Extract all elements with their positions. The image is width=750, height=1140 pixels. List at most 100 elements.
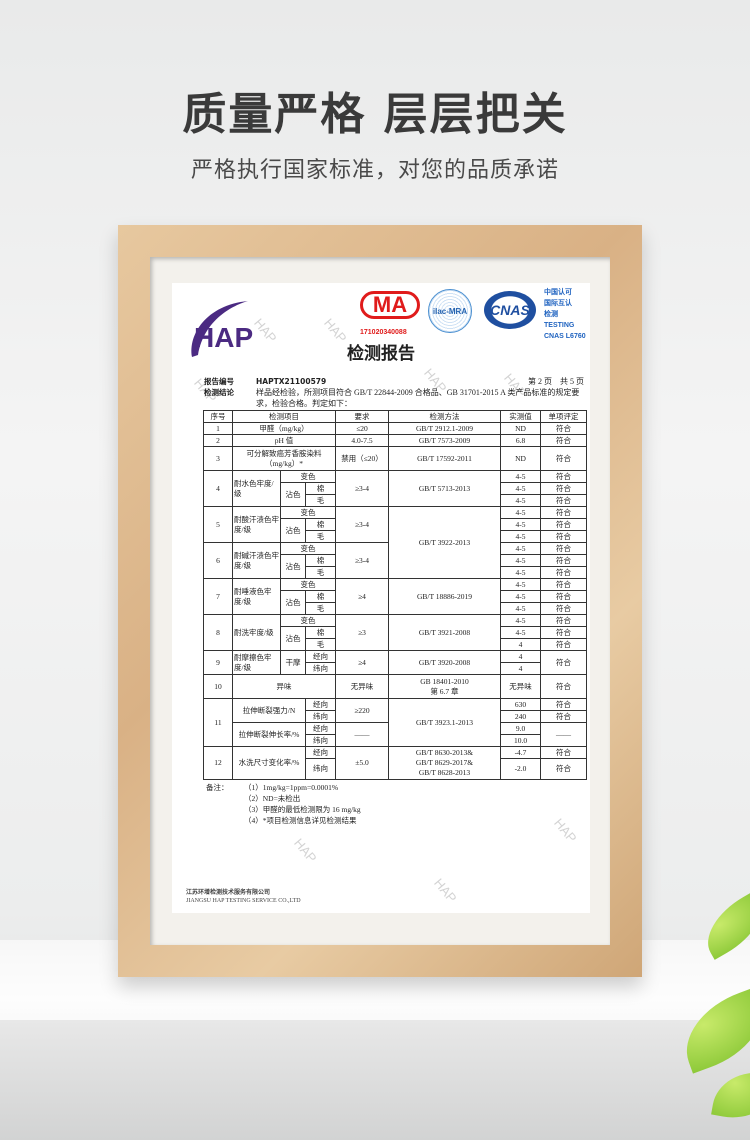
cell-no: 3 xyxy=(203,446,233,471)
cell-sub: 毛 xyxy=(305,530,336,543)
cell-value: 4-5 xyxy=(500,518,541,531)
cell-no: 9 xyxy=(203,650,233,675)
cell-value: -2.0 xyxy=(500,758,541,780)
cell-item: 拉伸断裂强力/N xyxy=(232,698,306,723)
table-row: 纬向 4 xyxy=(204,662,587,675)
cell-req: 禁用（≤20） xyxy=(335,446,389,471)
headline: 质量严格 层层把关 xyxy=(182,89,568,140)
cell-method: GB/T 2912.1-2009 xyxy=(388,422,501,435)
cell-sub: 棉 xyxy=(305,554,336,567)
hap-logo-text: HAP xyxy=(194,322,253,353)
test-report: HAP HAP HAP HAP HAP HAP HAP HAP HAP MA 1… xyxy=(172,283,590,913)
cell-item: 可分解致癌芳香胺染料（mg/kg）* xyxy=(232,446,336,471)
table-row: 纬向 -2.0 符合 xyxy=(204,758,587,780)
cell-req: ±5.0 xyxy=(335,746,389,780)
report-meta: 报告编号 HAPTX21100579 第 2 页 共 5 页 检测结论 样品经检验，所… xyxy=(204,376,588,409)
cell-method: GB/T 7573-2009 xyxy=(388,434,501,447)
table-row: 4 耐水色牢度/级 变色 ≥3-4 GB/T 5713-2013 4-5 符合 xyxy=(203,470,587,507)
cell-sub: 沾色 xyxy=(280,554,306,579)
cell-value: 无异味 xyxy=(500,674,541,699)
company-name-cn: 江苏环增检测技术服务有限公司 xyxy=(186,890,271,896)
cell-req: ≥3-4 xyxy=(335,506,389,543)
conclusion-text: 样品经检验，所测项目符合 GB/T 22844-2009 合格品、GB 3170… xyxy=(256,388,580,408)
cell-sub: 经向 xyxy=(305,698,336,711)
cell-no: 12 xyxy=(203,746,233,780)
cell-value: 4-5 xyxy=(500,470,541,483)
table-row: 沾色棉 4-5 符合 xyxy=(204,626,587,651)
cnas-line: 国际互认 xyxy=(544,300,572,307)
cell-value: 4 xyxy=(500,638,541,651)
cell-sub: 沾色 xyxy=(280,518,306,543)
cell-result: 符合 xyxy=(540,554,587,567)
frame-mat: HAP HAP HAP HAP HAP HAP HAP HAP HAP MA 1… xyxy=(150,257,610,945)
cell-value: 10.0 xyxy=(500,734,541,747)
report-title: 检测报告 xyxy=(347,344,415,364)
cell-no: 4 xyxy=(203,470,233,507)
header-cell: 实测值 xyxy=(500,410,541,423)
report-no-label: 报告编号 xyxy=(204,377,234,386)
cell-value: 4-5 xyxy=(500,530,541,543)
note: （4）*项目检测信息详见检测结果 xyxy=(244,816,357,825)
cell-req: ≤20 xyxy=(335,422,389,435)
cell-item: 甲醛（mg/kg） xyxy=(232,422,336,435)
watermark: HAP xyxy=(431,875,460,906)
cell-method: GB/T 3922-2013 xyxy=(388,506,501,579)
table-row: 沾色棉 4-5 符合 xyxy=(204,482,587,507)
cell-value: 4-5 xyxy=(500,494,541,507)
cell-result: 符合 xyxy=(540,482,587,495)
cnas-line: TESTING xyxy=(544,322,575,329)
results-table: 序号 检测项目 要求 检测方法 实测值 单项评定 1 甲醛（mg/kg） ≤20 GB… xyxy=(203,410,587,780)
cell-value: 4-5 xyxy=(500,578,541,591)
cell-result: 符合 xyxy=(540,698,587,711)
cell-item: 耐酸汗渍色牢度/级 xyxy=(232,506,281,543)
cell-sub: 毛 xyxy=(305,638,336,651)
table-row: 纬向 10.0 xyxy=(204,734,587,747)
report-no: HAPTX21100579 xyxy=(256,377,327,386)
cell-method: GB/T 17592-2011 xyxy=(388,446,501,471)
cell-method: GB 18401-2010 第 6.7 章 xyxy=(388,674,501,699)
cell-sub: 毛 xyxy=(305,602,336,615)
cell-req: —— xyxy=(335,722,389,747)
cell-method: GB/T 3920-2008 xyxy=(388,650,501,675)
header-cell: 序号 xyxy=(203,410,233,423)
cell-value: 4-5 xyxy=(500,614,541,627)
cell-result: 符合 xyxy=(540,626,587,639)
cma-number: 171020340088 xyxy=(360,329,407,336)
watermark: HAP xyxy=(551,815,580,846)
cell-req: ≥3-4 xyxy=(335,470,389,507)
cell-value: 630 xyxy=(500,698,541,711)
cell-result: 符合 xyxy=(540,422,587,435)
cell-result: 符合 xyxy=(540,446,587,471)
cell-sub: 纬向 xyxy=(305,734,336,747)
cell-result: 符合 xyxy=(540,566,587,579)
header-cell: 检测方法 xyxy=(388,410,501,423)
cell-result: 符合 xyxy=(540,506,587,519)
cell-result: 符合 xyxy=(540,674,587,699)
cell-no: 7 xyxy=(203,578,233,615)
cell-req: ≥3 xyxy=(335,614,389,651)
cnas-line: 检测 xyxy=(544,311,558,318)
cell-sub: 毛 xyxy=(305,494,336,507)
cell-item: 耐洗牢度/级 xyxy=(232,614,281,651)
cell-value: 4-5 xyxy=(500,542,541,555)
cell-method: GB/T 8630-2013& GB/T 8629-2017& GB/T 862… xyxy=(388,746,501,780)
cell-no: 11 xyxy=(203,698,233,747)
cell-result: 符合 xyxy=(540,542,587,555)
table-row: 沾色棉 4-5 符合 xyxy=(204,554,587,579)
cell-sub: 变色 xyxy=(280,614,336,627)
hap-logo: HAP xyxy=(191,301,253,357)
cell-method: GB/T 5713-2013 xyxy=(388,470,501,507)
company-name-en: JIANGSU HAP TESTING SERVICE CO.,LTD xyxy=(186,898,301,904)
cell-item: 拉伸断裂伸长率/% xyxy=(232,722,306,747)
cell-no: 1 xyxy=(203,422,233,435)
ilac-mra-logo: ilac-MRA xyxy=(428,289,472,333)
cell-result: 符合 xyxy=(540,602,587,615)
cell-no: 10 xyxy=(203,674,233,699)
cell-sub: 变色 xyxy=(280,470,336,483)
table-row: 2 pH 值 4.0-7.5 GB/T 7573-2009 6.8 符合 xyxy=(203,434,587,447)
cell-value: 4-5 xyxy=(500,602,541,615)
cell-result: 符合 xyxy=(540,530,587,543)
cell-sub: 棉 xyxy=(305,482,336,495)
cell-req: 4.0-7.5 xyxy=(335,434,389,447)
wooden-frame: HAP HAP HAP HAP HAP HAP HAP HAP HAP MA 1… xyxy=(118,225,642,977)
